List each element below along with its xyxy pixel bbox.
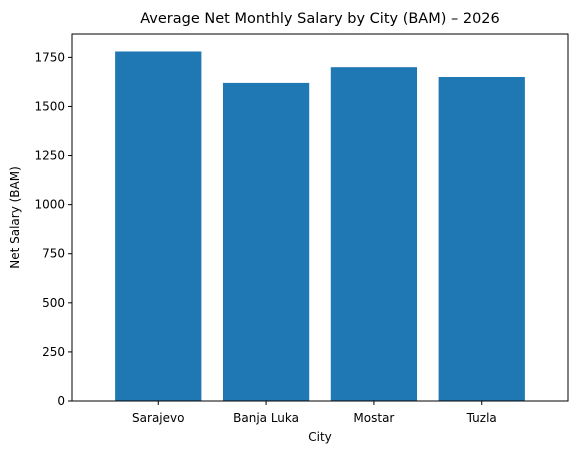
y-tick-label: 750 <box>42 247 65 261</box>
x-axis-label: City <box>308 430 332 444</box>
bar-mostar <box>330 67 418 402</box>
y-tick-label: 500 <box>42 296 65 310</box>
chart-title: Average Net Monthly Salary by City (BAM)… <box>140 11 500 27</box>
y-tick-label: 1250 <box>34 149 65 163</box>
y-tick-label: 250 <box>42 345 65 359</box>
y-axis-label: Net Salary (BAM) <box>8 166 22 269</box>
bar-sarajevo <box>115 51 202 401</box>
axes-frame <box>71 33 569 402</box>
x-axis-ticks: Sarajevo Banja Luka Mostar Tuzla <box>132 401 497 425</box>
y-tick-label: 0 <box>57 394 65 408</box>
y-tick-label: 1500 <box>34 99 65 113</box>
y-tick-label: 1000 <box>34 198 65 212</box>
plot-area: 0 250 500 750 1000 1250 1500 1750 Sarajevo Banja… <box>34 33 569 425</box>
bar-banja-luka <box>222 82 310 402</box>
y-axis-ticks: 0 250 500 750 1000 1250 1500 1750 <box>34 50 72 408</box>
x-tick-label: Banja Luka <box>233 411 299 425</box>
x-tick-label: Tuzla <box>466 411 497 425</box>
bar-tuzla <box>438 77 525 402</box>
x-tick-label: Mostar <box>353 411 394 425</box>
x-tick-label: Sarajevo <box>132 411 184 425</box>
bars-group <box>115 51 525 402</box>
y-tick-label: 1750 <box>34 50 65 64</box>
